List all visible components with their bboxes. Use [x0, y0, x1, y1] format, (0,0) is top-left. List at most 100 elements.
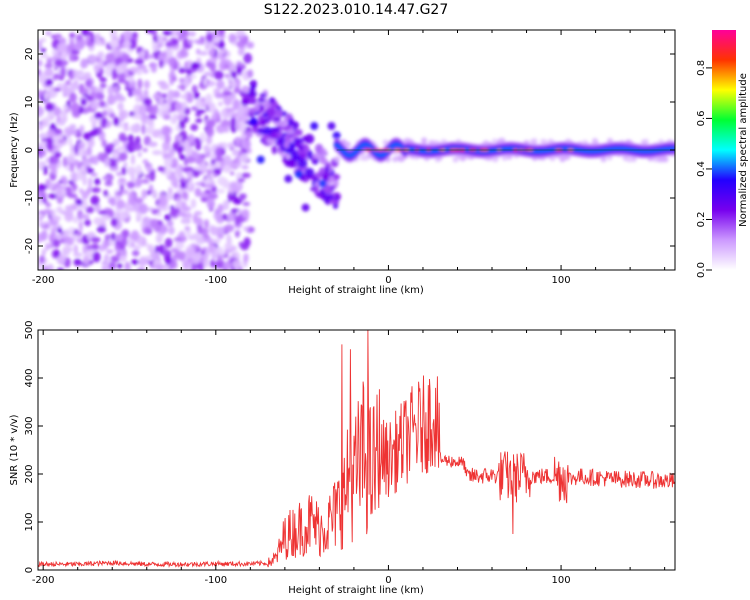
heatmap-cell — [130, 124, 139, 134]
heatmap-cell — [334, 179, 339, 188]
heatmap-cell — [144, 174, 154, 179]
heatmap-cell — [73, 80, 79, 86]
heatmap-cell — [304, 133, 315, 144]
heatmap-cell — [81, 30, 90, 37]
heatmap-cell — [153, 263, 164, 270]
heatmap-cell — [70, 49, 80, 55]
heatmap-cell — [87, 31, 94, 37]
snr-x-axis-label: Height of straight line (km) — [288, 585, 424, 596]
heatmap-cell — [170, 157, 179, 169]
heatmap-cell — [174, 167, 181, 175]
heatmap-cell — [56, 227, 63, 233]
heatmap-cell — [52, 238, 61, 248]
heatmap-cell — [234, 230, 240, 238]
heatmap-cell — [203, 144, 211, 153]
colorbar-tick-label: 0.6 — [696, 110, 707, 126]
heatmap-cell — [179, 77, 184, 84]
heatmap-cell — [60, 67, 66, 79]
heatmap-cell — [216, 188, 226, 194]
heatmap-cell — [40, 47, 47, 53]
heatmap-cell — [60, 175, 67, 182]
heatmap-cell — [116, 146, 125, 151]
heatmap-cell — [182, 37, 189, 49]
snr-y-tick-label: 100 — [24, 512, 35, 531]
heatmap-cell — [117, 152, 128, 162]
heatmap-cell — [233, 88, 241, 94]
heatmap-cell — [121, 189, 129, 195]
heatmap-cell — [304, 167, 315, 177]
heatmap-cell — [600, 156, 607, 163]
heatmap-cell — [188, 31, 196, 37]
heatmap-cell — [165, 41, 174, 47]
heatmap-cell — [190, 198, 197, 209]
heatmap-cell — [181, 216, 190, 224]
heatmap-cell — [148, 114, 157, 120]
heatmap-cell — [45, 31, 52, 36]
heatmap-cell — [163, 114, 171, 120]
heatmap-cell — [62, 104, 69, 111]
heatmap-cell — [138, 257, 147, 267]
heatmap-cell — [226, 233, 232, 244]
heatmap-cell — [132, 143, 143, 151]
heatmap-cell — [116, 199, 125, 210]
snr-y-tick-label: 400 — [24, 368, 35, 387]
heatmap-cell — [144, 126, 155, 135]
snr-series-line — [38, 330, 675, 569]
heatmap-cell — [190, 62, 201, 70]
heatmap-cell — [98, 58, 105, 70]
heatmap-cell — [84, 79, 93, 88]
heatmap-cell — [38, 199, 44, 206]
heatmap-cell — [205, 93, 213, 105]
heatmap-cell — [92, 155, 99, 166]
heatmap-cell — [130, 230, 140, 241]
heatmap-cell — [169, 259, 178, 270]
heatmap-cell — [64, 204, 75, 212]
snr-marks — [38, 330, 675, 569]
heatmap-cell — [235, 30, 246, 38]
heatmap-cell — [123, 210, 130, 219]
heatmap-cell — [223, 63, 230, 70]
heatmap-cell — [79, 124, 85, 134]
heatmap-cell — [49, 234, 54, 244]
heatmap-cell — [185, 248, 195, 257]
snr-x-tick-label: -100 — [204, 575, 227, 586]
heatmap-cell — [195, 218, 204, 226]
heatmap-cell — [259, 93, 267, 98]
heatmap-cell — [39, 191, 48, 199]
heatmap-cell — [67, 129, 78, 136]
heatmap-cell — [208, 102, 216, 114]
heatmap-cell — [188, 133, 195, 144]
heatmap-cell — [245, 130, 253, 138]
heatmap-cell — [55, 234, 65, 240]
heatmap-cell — [235, 136, 241, 148]
colorbar-label: Normalized spectral amplitude — [738, 73, 749, 227]
heatmap-cell — [106, 249, 114, 254]
heatmap-cell — [217, 176, 227, 186]
heatmap-cell — [239, 120, 245, 131]
heatmap-cell — [177, 135, 183, 142]
heatmap-cell — [272, 116, 281, 123]
heatmap-cell — [257, 97, 267, 103]
heatmap-cell — [79, 213, 90, 220]
snr-y-ticks: 0 100 200 300 400 500 — [24, 320, 675, 573]
heatmap-cell — [202, 228, 209, 235]
heatmap-cell — [185, 146, 194, 153]
heatmap-cell — [76, 171, 85, 181]
heatmap-cell — [491, 138, 498, 145]
heatmap-cell — [131, 249, 140, 257]
heatmap-cell — [99, 82, 107, 89]
heatmap-cell — [135, 177, 143, 187]
heatmap-cell — [187, 170, 194, 181]
heatmap-cell — [246, 41, 255, 49]
heatmap-cell — [61, 246, 71, 257]
heatmap-cell — [301, 203, 310, 212]
heatmap-cell — [212, 173, 217, 178]
heatmap-cell — [113, 116, 120, 126]
heatmap-cell — [78, 220, 84, 232]
heatmap-cell — [146, 190, 152, 196]
heatmap-cell — [313, 186, 319, 195]
heatmap-cell — [313, 152, 322, 159]
heatmap-cell — [144, 255, 153, 260]
heatmap-cell — [130, 172, 136, 184]
